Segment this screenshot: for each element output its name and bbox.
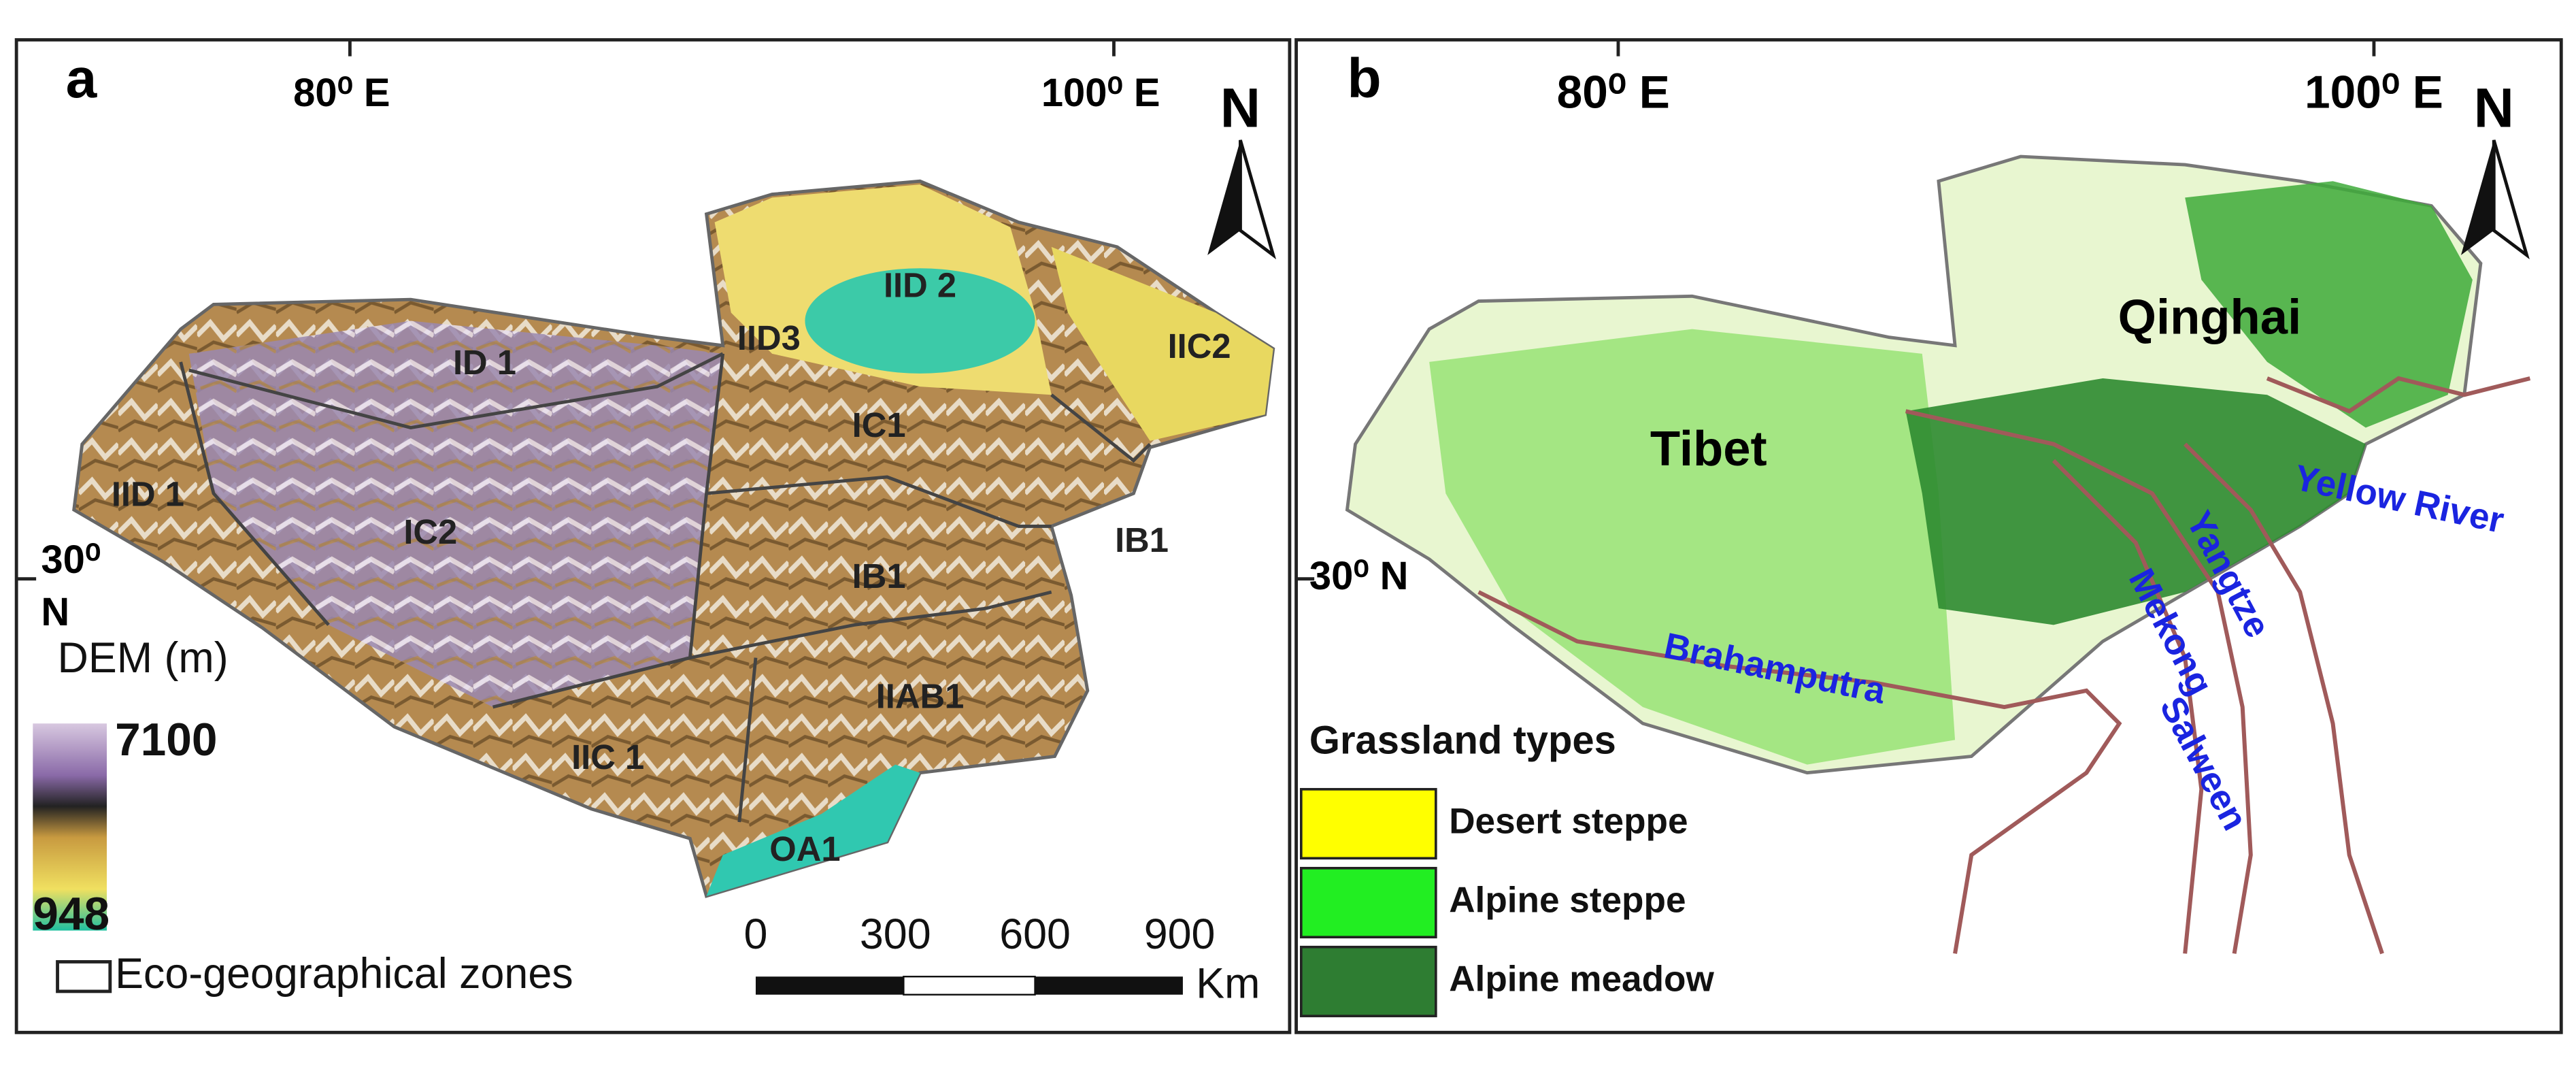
alpine-meadow-area: [2185, 181, 2473, 428]
panel-a: a 80⁰ E 100⁰ E 30⁰ N N ID 1 IID3 IID 2 IIC2…: [14, 38, 1292, 1034]
longitude-label: 80⁰ E: [1557, 67, 1670, 118]
zone-label: IID 2: [884, 266, 956, 305]
north-arrow: [1207, 139, 1241, 255]
panel-b: b 80⁰ E 100⁰ E 30⁰ N N Tibet Qinghai Yel…: [1294, 38, 2563, 1034]
scale-bar: [1035, 976, 1183, 995]
north-label: N: [2474, 77, 2514, 139]
zone-label: IID3: [737, 318, 801, 357]
legend-label: Eco-geographical zones: [115, 950, 573, 998]
zone-label: IIC 1: [571, 738, 644, 776]
qaidam-basin: [805, 268, 1035, 374]
panel-label: a: [66, 48, 98, 110]
legend-label: Alpine steppe: [1449, 881, 1686, 921]
zone-label: IIC2: [1168, 327, 1231, 365]
region-label: Qinghai: [2118, 290, 2302, 345]
scale-unit: Km: [1196, 959, 1260, 1007]
scale-label: 600: [999, 910, 1071, 958]
zone-label: IID 1: [112, 474, 184, 513]
legend-swatch: [56, 960, 112, 993]
north-arrow: [1239, 139, 1277, 260]
legend-label: Desert steppe: [1449, 802, 1688, 842]
latitude-label: N: [41, 591, 69, 634]
alpine-meadow-area: [1905, 378, 2366, 625]
legend-title: Grassland types: [1309, 719, 1616, 763]
north-arrow: [2492, 139, 2530, 260]
longitude-label: 80⁰ E: [293, 71, 390, 115]
zone-label: IIAB1: [876, 676, 965, 715]
scale-label: 0: [744, 910, 768, 958]
dem-colorbar: [33, 723, 107, 931]
iic2-area: [1051, 246, 1273, 441]
zone-label: IB1: [1115, 521, 1169, 559]
legend-swatch: [1300, 788, 1437, 860]
scale-label: 300: [860, 910, 931, 958]
zone-label: IB1: [852, 557, 906, 595]
rivers: [1477, 376, 2531, 955]
longitude-label: 100⁰ E: [2305, 67, 2443, 118]
zone-label: IC2: [403, 512, 457, 551]
panel-label: b: [1347, 48, 1381, 110]
zone-label: OA1: [769, 829, 840, 868]
legend-max: 7100: [115, 714, 217, 766]
zone-boundaries: [179, 352, 1152, 823]
legend-swatch: [1300, 866, 1437, 939]
legend-label: Alpine meadow: [1449, 959, 1714, 999]
legend-min: 948: [33, 889, 110, 940]
oa1-area: [706, 764, 920, 896]
scale-label: 900: [1144, 910, 1216, 958]
zone-label: IC1: [852, 406, 906, 444]
north-arrow: [2460, 139, 2494, 255]
scale-bar: [903, 975, 1036, 996]
alpine-steppe-area: [1429, 329, 1956, 765]
latitude-label: 30⁰ N: [1309, 555, 1409, 598]
north-label: N: [1220, 77, 1260, 139]
legend-title: DEM (m): [58, 634, 229, 682]
legend-swatch: [1300, 945, 1437, 1017]
zone-label: ID 1: [453, 343, 516, 382]
region-label: Tibet: [1650, 421, 1767, 476]
scale-bar: [755, 976, 904, 995]
high-plateau: [188, 320, 723, 708]
longitude-label: 100⁰ E: [1041, 71, 1160, 115]
latitude-label: 30⁰: [41, 538, 101, 582]
